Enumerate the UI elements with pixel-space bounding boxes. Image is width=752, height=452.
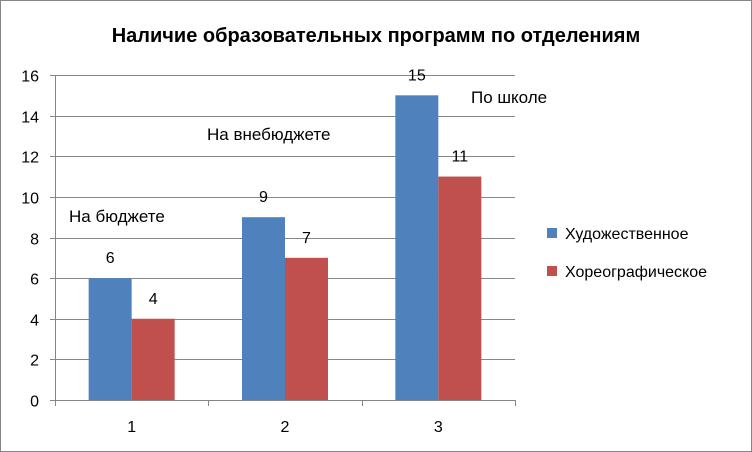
data-labels: 6 4 9 7 15 11	[106, 67, 469, 307]
y-tick-label: 12	[21, 150, 39, 167]
legend: Художественное Хореографическое	[547, 226, 707, 281]
y-tick-label: 4	[30, 313, 39, 330]
data-label: 15	[408, 67, 426, 84]
annotation-school: По школе	[471, 88, 547, 107]
data-label: 7	[302, 230, 311, 247]
bar-series-1	[88, 278, 132, 400]
y-tick-label: 8	[30, 232, 39, 249]
y-tick-label: 6	[30, 272, 39, 289]
x-axis-ticks: 1 2 3	[55, 400, 516, 436]
y-tick-label: 0	[30, 394, 39, 411]
data-label: 9	[259, 189, 268, 206]
x-tick-label: 3	[434, 419, 443, 436]
data-label: 6	[106, 250, 115, 267]
chart-title: Наличие образовательных программ по отде…	[112, 25, 641, 47]
legend-swatch-series-2	[547, 266, 557, 276]
bar-series-1	[395, 95, 439, 400]
y-tick-label: 10	[21, 191, 39, 208]
annotations: На бюджете На внебюджете По школе	[69, 88, 547, 226]
y-tick-label: 14	[21, 110, 39, 127]
data-label: 4	[149, 291, 158, 308]
x-tick-label: 2	[281, 419, 290, 436]
y-axis-ticks: 0 2 4 6 8 10 12 14 16	[21, 69, 39, 411]
bar-series-2	[438, 176, 482, 400]
bars	[88, 95, 482, 400]
annotation-budget: На бюджете	[69, 207, 165, 226]
legend-swatch-series-1	[547, 228, 557, 238]
x-tick-label: 1	[127, 419, 136, 436]
legend-label-series-2: Хореографическое	[565, 264, 707, 281]
bar-series-2	[285, 257, 328, 400]
annotation-extrabudget: На внебюджете	[207, 125, 330, 144]
y-tick-label: 2	[30, 353, 39, 370]
y-tick-label: 16	[21, 69, 39, 86]
legend-label-series-1: Художественное	[565, 226, 689, 243]
bar-series-2	[131, 318, 175, 400]
data-label: 11	[452, 149, 469, 166]
bar-series-1	[242, 217, 285, 400]
